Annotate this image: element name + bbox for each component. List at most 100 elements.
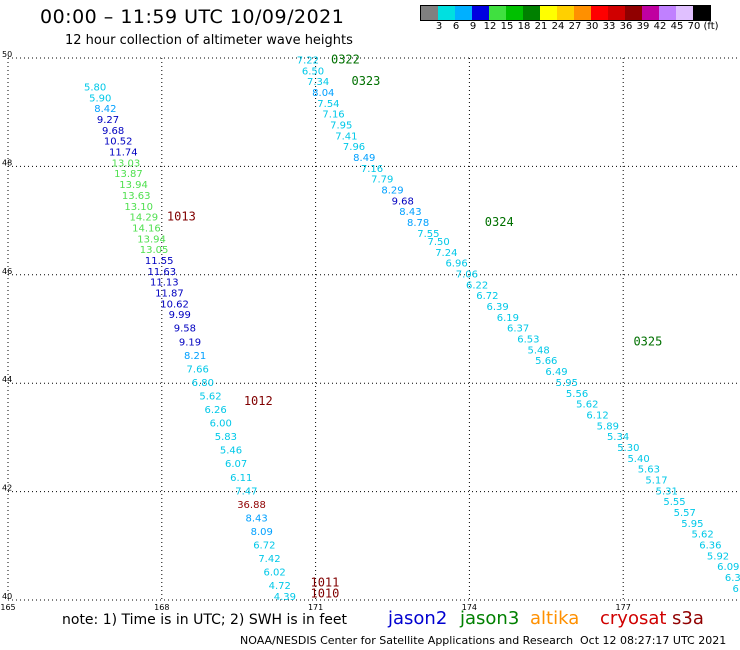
data-point-label: 9.68 <box>392 196 414 207</box>
legend-label: 6 <box>452 21 460 32</box>
pass-time-label: 0324 <box>485 215 514 229</box>
data-point-label: 11.13 <box>150 278 179 289</box>
footer-credit: NOAA/NESDIS Center for Satellite Applica… <box>240 634 574 647</box>
data-point-label: 7.24 <box>435 248 457 259</box>
data-point-label: 5.66 <box>535 356 557 367</box>
legend-swatch <box>608 6 625 20</box>
sat-label-altika: altika <box>530 608 580 629</box>
pass-time-label: 1012 <box>244 394 273 408</box>
data-point-label: 7.42 <box>258 554 280 565</box>
data-point-label: 9.19 <box>179 337 201 348</box>
data-point-label: 13.63 <box>122 191 151 202</box>
legend-swatch <box>489 6 506 20</box>
data-point-label: 9.99 <box>169 310 191 321</box>
data-point-label: 7.47 <box>235 486 257 497</box>
data-point-label: 10.52 <box>104 137 133 148</box>
data-point-label: 8.09 <box>251 527 273 538</box>
data-point-label: 7.34 <box>307 77 329 88</box>
data-point-label: 6.72 <box>476 291 498 302</box>
data-point-label: 5.30 <box>617 443 639 454</box>
x-tick-label: 168 <box>154 603 169 612</box>
data-point-label: 5.40 <box>627 454 649 465</box>
legend-label: 15 <box>500 21 514 32</box>
legend-label: 18 <box>517 21 531 32</box>
data-point-label: 5.90 <box>89 93 111 104</box>
legend-swatch <box>642 6 659 20</box>
data-point-label: 13.87 <box>114 169 143 180</box>
data-point-label: 11.74 <box>109 148 138 159</box>
data-point-label: 8.43 <box>399 207 421 218</box>
data-point-label: 5.63 <box>638 465 660 476</box>
data-point-label: 11.63 <box>147 267 176 278</box>
pass-time-label: 0325 <box>633 334 662 348</box>
legend-label: 24 <box>551 21 565 32</box>
legend-label: 39 <box>636 21 650 32</box>
data-point-label: 5.17 <box>645 475 667 486</box>
data-point-label: 13.03 <box>112 158 141 169</box>
data-point-label: 6.12 <box>586 410 608 421</box>
legend-swatch <box>540 6 557 20</box>
data-point-label: 7.22 <box>297 55 319 66</box>
data-point-label: 4.72 <box>269 581 291 592</box>
y-tick-label: 50 <box>2 50 12 59</box>
x-tick-label: 177 <box>616 603 631 612</box>
data-point-label: 5.62 <box>576 400 598 411</box>
data-point-label: 13.94 <box>119 180 148 191</box>
data-point-label: 5.55 <box>663 497 685 508</box>
legend-swatch <box>506 6 523 20</box>
pass-time-label: 0323 <box>351 74 380 88</box>
sat-label-jason2: jason2 <box>388 608 448 629</box>
data-point-label: 7.50 <box>428 237 450 248</box>
data-point-label: 6.19 <box>497 313 519 324</box>
data-point-label: 36.88 <box>237 500 266 511</box>
data-point-label: 7.79 <box>371 175 393 186</box>
data-point-label: 6.02 <box>263 568 285 579</box>
data-point-label: 13.10 <box>124 202 153 213</box>
color-scale-legend <box>420 5 711 21</box>
legend-label: 27 <box>568 21 582 32</box>
legend-swatch <box>591 6 608 20</box>
data-point-label: 6.11 <box>230 473 252 484</box>
footer-timestamp: Oct 12 08:27:17 UTC 2021 <box>580 634 727 647</box>
data-point-label: 6.07 <box>225 459 247 470</box>
data-point-label: 6.36 <box>699 541 721 552</box>
data-point-label: 6.96 <box>733 584 740 595</box>
data-point-label: 7.54 <box>317 99 339 110</box>
x-tick-label: 174 <box>462 603 477 612</box>
data-point-label: 5.34 <box>607 432 629 443</box>
data-point-label: 6.33 <box>725 573 740 584</box>
data-point-label: 14.16 <box>132 223 161 234</box>
legend-label: 70 <box>687 21 701 32</box>
data-point-label: 6.96 <box>445 259 467 270</box>
data-point-label: 8.21 <box>184 351 206 362</box>
data-point-label: 5.95 <box>556 378 578 389</box>
legend-label: 3 <box>435 21 443 32</box>
data-point-label: 6.09 <box>717 562 739 573</box>
data-point-label: 11.55 <box>145 256 174 267</box>
legend-swatch <box>659 6 676 20</box>
data-point-label: 5.62 <box>692 530 714 541</box>
legend-swatch <box>472 6 489 20</box>
legend-swatch <box>625 6 642 20</box>
data-point-label: 7.16 <box>322 110 344 121</box>
data-point-label: 10.62 <box>160 299 189 310</box>
y-tick-label: 40 <box>2 592 12 601</box>
pass-time-label: 0322 <box>331 52 360 66</box>
legend-swatch <box>455 6 472 20</box>
legend-swatch <box>693 6 710 20</box>
data-point-label: 8.78 <box>407 218 429 229</box>
data-point-label: 8.04 <box>312 88 334 99</box>
data-point-label: 13.94 <box>137 234 166 245</box>
legend-label: 9 <box>469 21 477 32</box>
data-point-label: 5.57 <box>674 508 696 519</box>
data-point-label: 8.29 <box>381 186 403 197</box>
data-point-label: 14.29 <box>130 213 159 224</box>
legend-swatch <box>557 6 574 20</box>
data-point-label: 6.00 <box>210 419 232 430</box>
legend-label: 42 <box>653 21 667 32</box>
data-point-label: 4.39 <box>274 592 296 603</box>
x-tick-label: 171 <box>308 603 323 612</box>
legend-label: (ft) <box>703 21 719 32</box>
data-point-label: 6.53 <box>517 335 539 346</box>
